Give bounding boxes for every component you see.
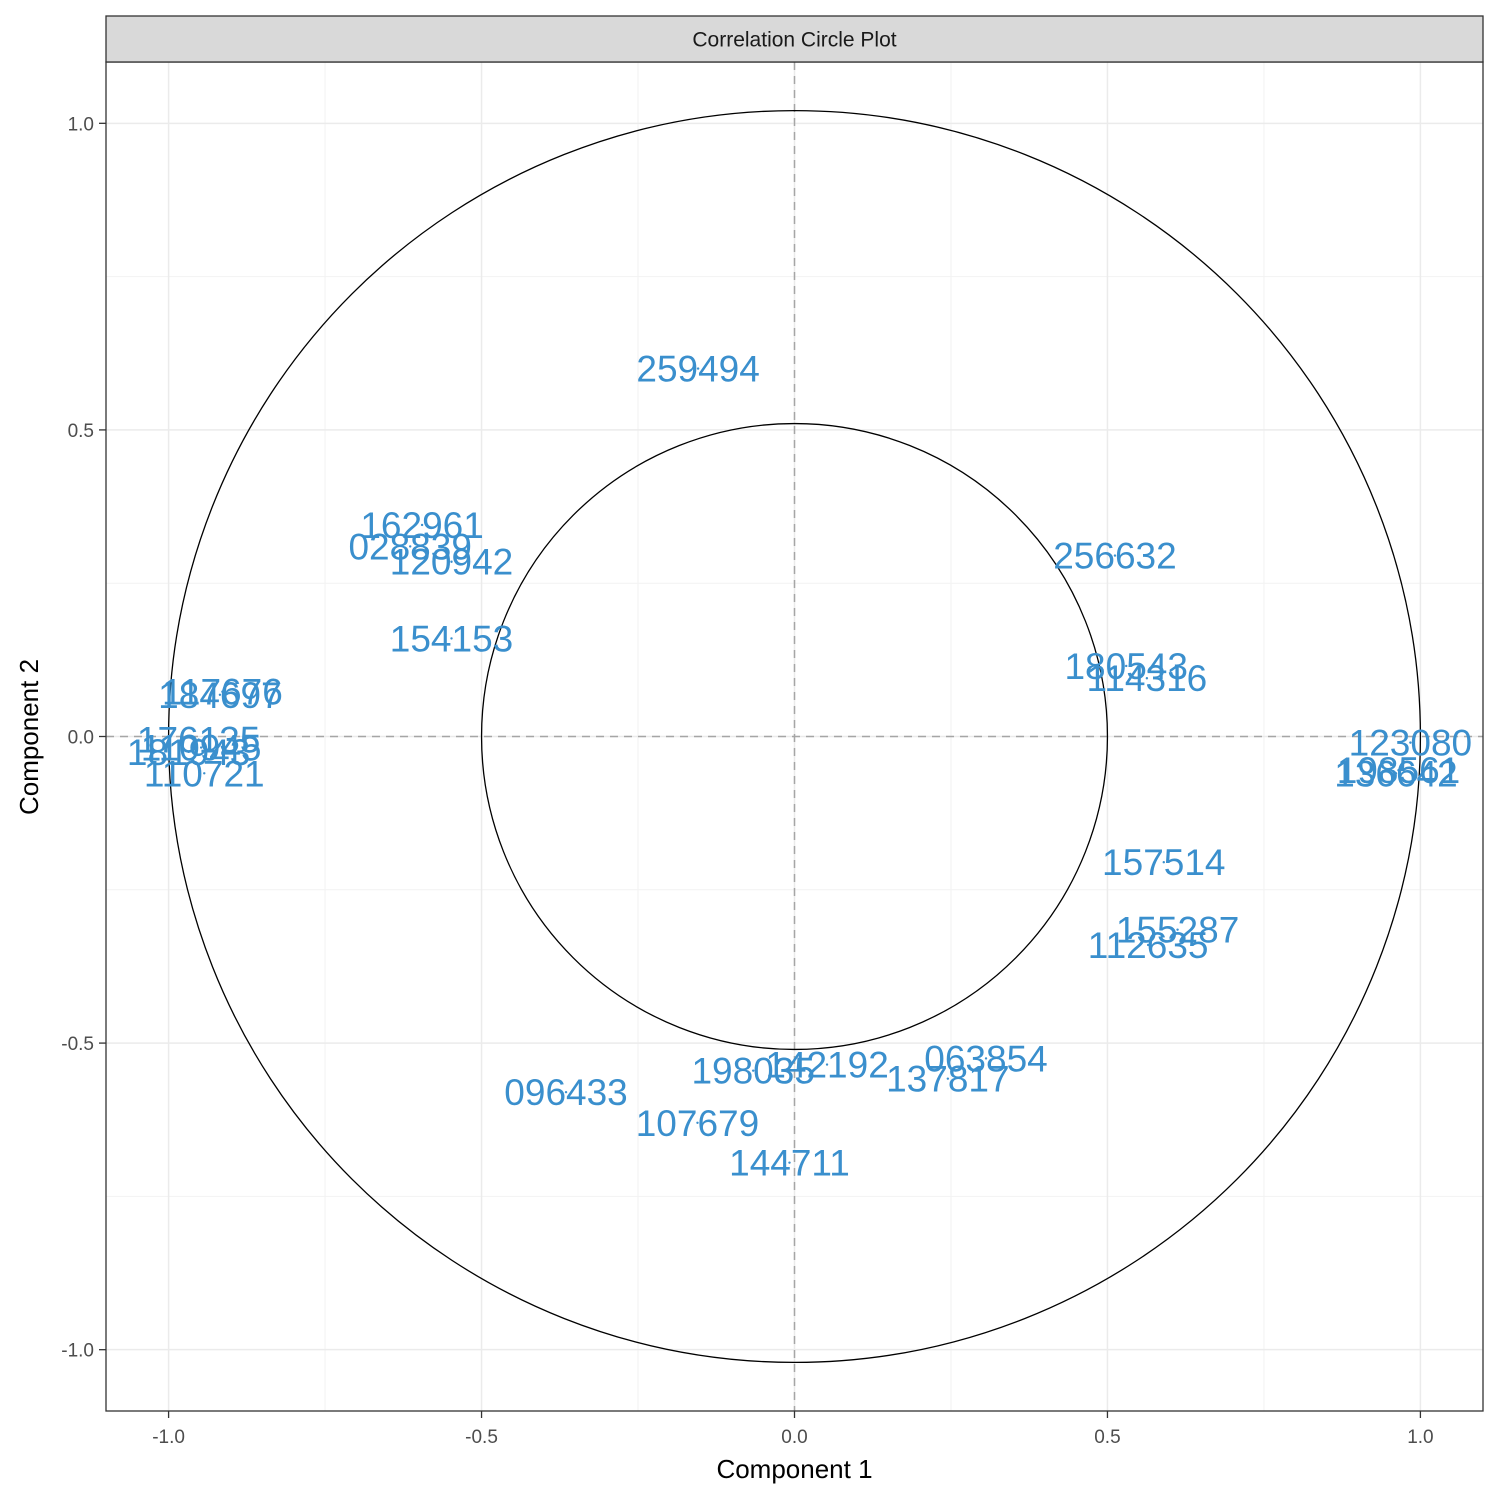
x-axis-title: Component 1 [716, 1454, 872, 1484]
point-162961 [420, 523, 424, 527]
label-180543: 180543 [1064, 646, 1187, 687]
point-157514 [1162, 861, 1165, 864]
y-axis-ticks: -1.0 -0.5 0.0 0.5 1.0 [61, 114, 106, 1362]
label-176135: 176135 [137, 720, 260, 761]
point-176135 [197, 738, 200, 741]
point-259494 [696, 367, 700, 370]
x-tick-label: 0.0 [781, 1427, 807, 1448]
point-114316 [1145, 677, 1149, 680]
point-096433 [564, 1090, 568, 1094]
label-198561: 198561 [1337, 750, 1460, 791]
label-162961: 162961 [360, 505, 483, 546]
point-110721 [203, 772, 206, 775]
label-137817: 137817 [886, 1059, 1009, 1100]
label-155287: 155287 [1116, 910, 1239, 951]
label-123080: 123080 [1349, 723, 1472, 764]
x-tick-label: -0.5 [465, 1427, 498, 1448]
label-184697: 184697 [158, 675, 281, 716]
label-096433: 096433 [504, 1072, 627, 1113]
label-117676: 117676 [162, 672, 283, 713]
circle-r-0-5 [480, 422, 1109, 1051]
point-144711 [788, 1161, 791, 1164]
point-107679 [696, 1121, 699, 1125]
point-063854 [984, 1057, 988, 1060]
point-112635 [1146, 943, 1150, 947]
label-110945: 110945 [141, 728, 262, 769]
correlation-circles [167, 109, 1422, 1364]
label-198035: 198035 [691, 1051, 814, 1092]
point-154153 [450, 637, 453, 640]
label-256632: 256632 [1053, 536, 1176, 577]
point-184697 [218, 693, 222, 697]
y-axis-title: Component 2 [14, 659, 44, 815]
point-198561 [1397, 769, 1400, 772]
label-157514: 157514 [1102, 842, 1225, 883]
point-137817 [946, 1077, 950, 1080]
label-028839: 028839 [348, 526, 471, 567]
point-120942 [450, 560, 453, 563]
point-181943 [187, 750, 190, 754]
point-155287 [1176, 928, 1179, 931]
point-142192 [825, 1063, 829, 1066]
label-142192: 142192 [765, 1045, 888, 1086]
reference-lines [106, 62, 1483, 1411]
label-063854: 063854 [924, 1038, 1047, 1079]
x-tick-label: 0.5 [1094, 1427, 1120, 1448]
point-123080 [1409, 741, 1412, 744]
point-028839 [408, 545, 412, 548]
point-256632 [1113, 554, 1117, 557]
label-259494: 259494 [636, 349, 759, 390]
label-112635: 112635 [1088, 925, 1209, 966]
chart-title: Correlation Circle Plot [692, 29, 896, 52]
y-tick-label: 0.5 [68, 421, 94, 442]
point-198035 [751, 1069, 755, 1072]
label-136642: 136642 [1334, 753, 1457, 794]
label-114316: 114316 [1087, 658, 1208, 699]
strip-background [105, 15, 1484, 63]
y-tick-label: 1.0 [68, 114, 94, 135]
variable-points [187, 367, 1412, 1164]
point-117676 [221, 690, 224, 693]
label-120942: 120942 [390, 542, 513, 583]
label-181943: 181943 [127, 732, 250, 773]
point-110945 [199, 746, 203, 749]
label-107679: 107679 [636, 1103, 759, 1144]
y-tick-label: -0.5 [61, 1034, 94, 1055]
point-180543 [1125, 664, 1128, 668]
circle-r-1 [167, 109, 1422, 1364]
label-144711: 144711 [729, 1143, 850, 1184]
y-tick-label: 0.0 [68, 728, 94, 749]
x-tick-label: -1.0 [152, 1427, 185, 1448]
label-154153: 154153 [390, 618, 513, 659]
x-tick-label: 1.0 [1407, 1427, 1433, 1448]
label-110721: 110721 [144, 753, 265, 794]
point-136642 [1394, 772, 1398, 775]
x-axis-ticks: -1.0 -0.5 0.0 0.5 1.0 [152, 1411, 1434, 1448]
y-tick-label: -1.0 [61, 1341, 94, 1362]
